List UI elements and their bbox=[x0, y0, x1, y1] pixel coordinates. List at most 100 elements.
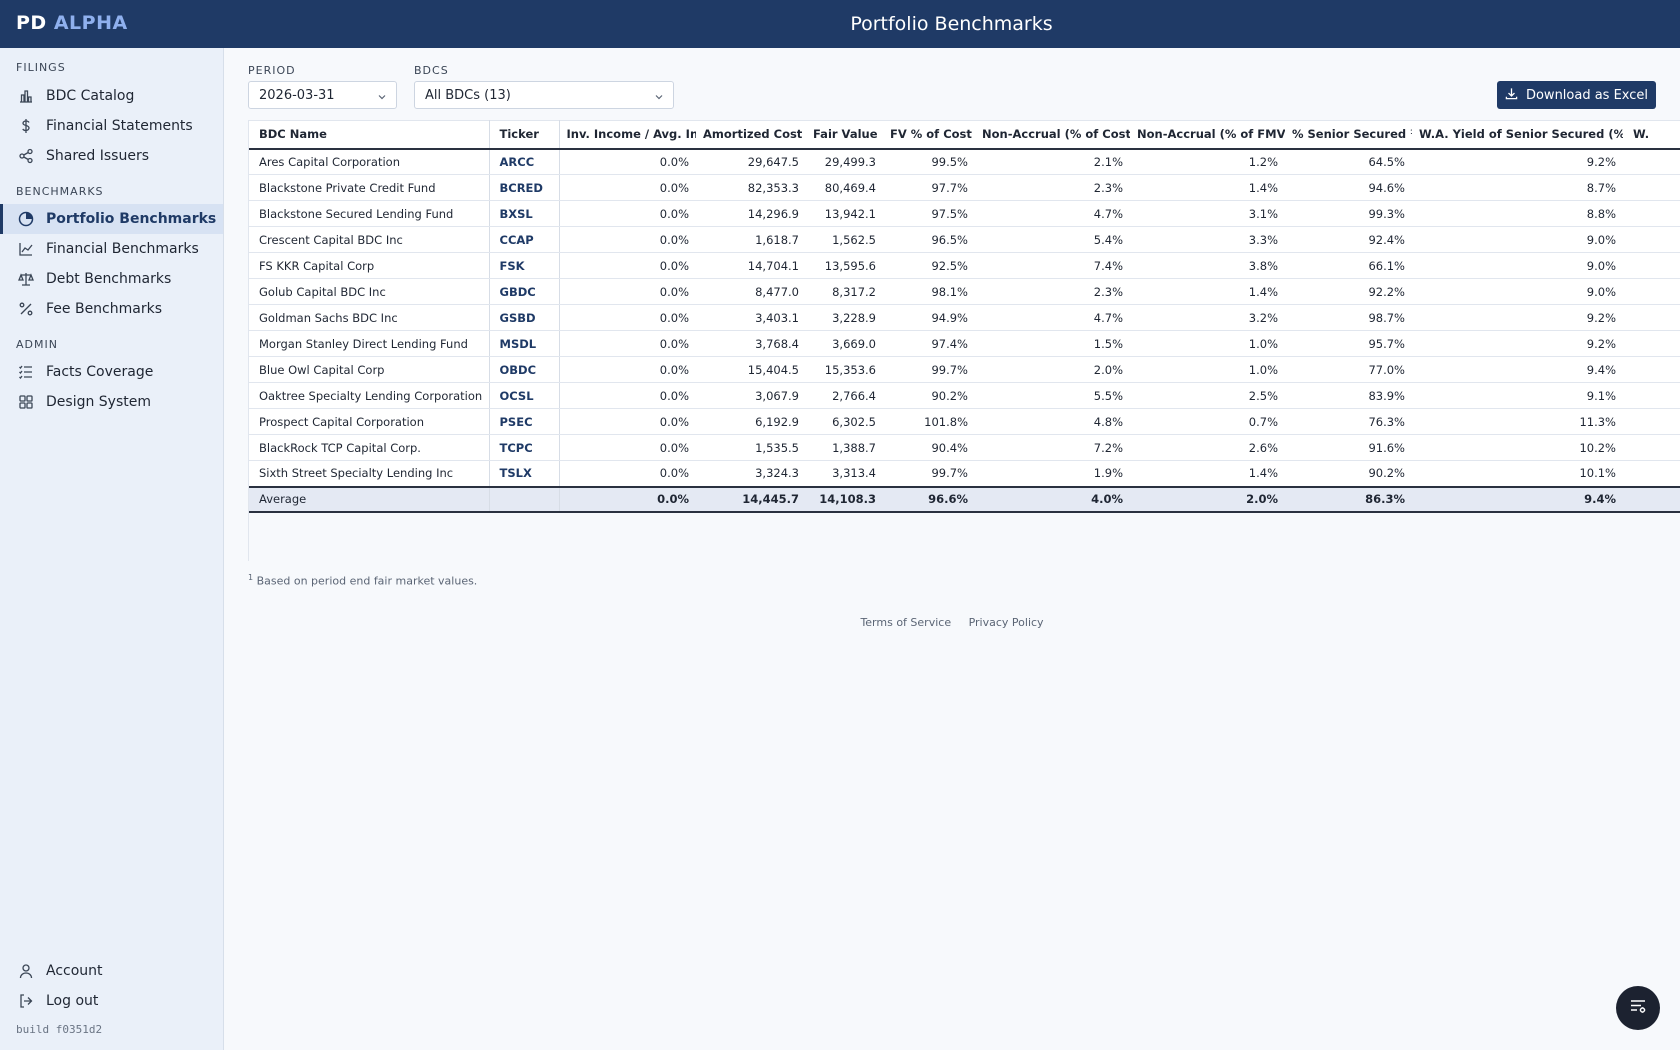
cell-ticker[interactable]: GBDC bbox=[489, 278, 560, 305]
cell-inv-income: 0.0% bbox=[559, 330, 696, 357]
terms-link[interactable]: Terms of Service bbox=[860, 616, 952, 629]
cell-ticker[interactable]: BXSL bbox=[489, 200, 560, 227]
cell-ticker[interactable]: BCRED bbox=[489, 174, 560, 201]
sidebar-item-shared-issuers[interactable]: Shared Issuers bbox=[0, 141, 223, 171]
sidebar-item-logout[interactable]: Log out bbox=[0, 986, 223, 1016]
bdcs-select[interactable]: All BDCs (13) bbox=[414, 81, 674, 109]
cell-non-accrual-fmv: 3.8% bbox=[1130, 252, 1285, 279]
cell-non-accrual-cost: 1.9% bbox=[975, 460, 1130, 487]
cell-fair-value: 3,313.4 bbox=[806, 460, 883, 487]
table-row[interactable]: Prospect Capital Corporation PSEC 0.0% 6,19… bbox=[249, 408, 1680, 435]
table-row[interactable]: Oaktree Specialty Lending Corporation OCS… bbox=[249, 382, 1680, 409]
cell-fv-pct-cost: 92.5% bbox=[883, 252, 975, 279]
cell-ticker[interactable]: OCSL bbox=[489, 382, 560, 409]
col-header-non-accrual-fmv[interactable]: Non-Accrual (% of FMV) bbox=[1130, 120, 1285, 150]
cell-fair-value: 15,353.6 bbox=[806, 356, 883, 383]
cell-senior-secured: 66.1% bbox=[1285, 252, 1412, 279]
cell-ticker[interactable]: CCAP bbox=[489, 226, 560, 253]
cell-fair-value: 14,108.3 bbox=[806, 485, 883, 513]
cell-truncated bbox=[1623, 485, 1680, 513]
cell-wa-yield: 9.1% bbox=[1412, 382, 1623, 409]
table-average-row[interactable]: Average 0.0% 14,445.7 14,108.3 96.6% 4.0% 2.0%… bbox=[249, 485, 1680, 513]
sidebar-item-label: Design System bbox=[46, 394, 151, 410]
cell-fv-pct-cost: 98.1% bbox=[883, 278, 975, 305]
cell-fair-value: 3,669.0 bbox=[806, 330, 883, 357]
sidebar-item-label: Account bbox=[46, 963, 103, 979]
cell-bdc-name: Goldman Sachs BDC Inc bbox=[249, 304, 490, 331]
brand-logo[interactable]: PD ALPHA bbox=[16, 12, 128, 34]
cell-wa-yield: 9.0% bbox=[1412, 252, 1623, 279]
cell-non-accrual-fmv: 3.2% bbox=[1130, 304, 1285, 331]
cell-bdc-name: BlackRock TCP Capital Corp. bbox=[249, 434, 490, 461]
cell-fv-pct-cost: 99.7% bbox=[883, 356, 975, 383]
table-row[interactable]: Crescent Capital BDC Inc CCAP 0.0% 1,618.7 1… bbox=[249, 226, 1680, 253]
cell-truncated bbox=[1623, 252, 1680, 279]
cell-wa-yield: 9.4% bbox=[1412, 356, 1623, 383]
sidebar: FILINGS BDC Catalog Financial Statements… bbox=[0, 48, 224, 1050]
cell-ticker[interactable]: PSEC bbox=[489, 408, 560, 435]
cell-truncated bbox=[1623, 226, 1680, 253]
cell-fair-value: 8,317.2 bbox=[806, 278, 883, 305]
cell-ticker[interactable]: ARCC bbox=[489, 148, 560, 175]
cell-fair-value: 13,595.6 bbox=[806, 252, 883, 279]
table-row[interactable]: FS KKR Capital Corp FSK 0.0% 14,704.1 13,595… bbox=[249, 252, 1680, 279]
cell-truncated bbox=[1623, 200, 1680, 227]
cell-non-accrual-cost: 2.1% bbox=[975, 148, 1130, 175]
cell-wa-yield: 9.0% bbox=[1412, 278, 1623, 305]
user-icon bbox=[18, 963, 34, 979]
filter-settings-button[interactable] bbox=[1616, 986, 1660, 1030]
table-row[interactable]: Blue Owl Capital Corp OBDC 0.0% 15,404.5 15,… bbox=[249, 356, 1680, 383]
cell-non-accrual-fmv: 1.0% bbox=[1130, 356, 1285, 383]
sidebar-item-design-system[interactable]: Design System bbox=[0, 387, 223, 417]
table-row[interactable]: Blackstone Private Credit Fund BCRED 0.0% 8… bbox=[249, 174, 1680, 201]
cell-inv-income: 0.0% bbox=[559, 408, 696, 435]
cell-ticker[interactable]: TSLX bbox=[489, 460, 560, 487]
cell-non-accrual-cost: 2.3% bbox=[975, 278, 1130, 305]
cell-wa-yield: 9.4% bbox=[1412, 485, 1623, 513]
col-header-fair-value[interactable]: Fair Value bbox=[806, 120, 883, 150]
table-row[interactable]: Morgan Stanley Direct Lending Fund MSDL 0.… bbox=[249, 330, 1680, 357]
sidebar-item-financial-benchmarks[interactable]: Financial Benchmarks bbox=[0, 234, 223, 264]
privacy-link[interactable]: Privacy Policy bbox=[968, 616, 1044, 629]
sidebar-item-bdc-catalog[interactable]: BDC Catalog bbox=[0, 81, 223, 111]
table-row[interactable]: Sixth Street Specialty Lending Inc TSLX 0.… bbox=[249, 460, 1680, 487]
sidebar-item-debt-benchmarks[interactable]: Debt Benchmarks bbox=[0, 264, 223, 294]
chevron-down-icon bbox=[377, 91, 387, 106]
col-header-ticker[interactable]: Ticker bbox=[489, 120, 560, 150]
sidebar-item-portfolio-benchmarks[interactable]: Portfolio Benchmarks bbox=[0, 204, 223, 234]
sidebar-item-fee-benchmarks[interactable]: Fee Benchmarks bbox=[0, 294, 223, 324]
col-header-truncated[interactable]: W. bbox=[1623, 120, 1680, 150]
grid-icon bbox=[18, 394, 34, 410]
cell-ticker[interactable]: GSBD bbox=[489, 304, 560, 331]
sidebar-item-facts-coverage[interactable]: Facts Coverage bbox=[0, 357, 223, 387]
sidebar-item-label: Portfolio Benchmarks bbox=[46, 211, 217, 227]
col-header-fv-pct-cost[interactable]: FV % of Cost bbox=[883, 120, 975, 150]
cell-ticker[interactable]: TCPC bbox=[489, 434, 560, 461]
cell-truncated bbox=[1623, 408, 1680, 435]
sidebar-item-account[interactable]: Account bbox=[0, 956, 223, 986]
col-header-senior-secured[interactable]: % Senior Secured ¹ bbox=[1285, 120, 1412, 150]
col-header-inv-income[interactable]: Inv. Income / Avg. Inv. bbox=[559, 120, 696, 150]
cell-non-accrual-cost: 1.5% bbox=[975, 330, 1130, 357]
cell-ticker[interactable]: FSK bbox=[489, 252, 560, 279]
table-row[interactable]: BlackRock TCP Capital Corp. TCPC 0.0% 1,535… bbox=[249, 434, 1680, 461]
period-select[interactable]: 2026-03-31 bbox=[248, 81, 397, 109]
cell-ticker[interactable]: OBDC bbox=[489, 356, 560, 383]
cell-amortized-cost: 1,618.7 bbox=[696, 226, 806, 253]
sidebar-item-label: Financial Statements bbox=[46, 118, 193, 134]
table-row[interactable]: Goldman Sachs BDC Inc GSBD 0.0% 3,403.1 3,22… bbox=[249, 304, 1680, 331]
col-header-bdc-name[interactable]: BDC Name bbox=[249, 120, 490, 150]
cell-ticker[interactable]: MSDL bbox=[489, 330, 560, 357]
cell-truncated bbox=[1623, 460, 1680, 487]
benchmarks-table-container[interactable]: BDC Name Ticker Inv. Income / Avg. Inv. … bbox=[248, 120, 1680, 561]
cell-fair-value: 3,228.9 bbox=[806, 304, 883, 331]
col-header-amortized-cost[interactable]: Amortized Cost bbox=[696, 120, 806, 150]
cell-amortized-cost: 1,535.5 bbox=[696, 434, 806, 461]
table-row[interactable]: Golub Capital BDC Inc GBDC 0.0% 8,477.0 8,31… bbox=[249, 278, 1680, 305]
col-header-non-accrual-cost[interactable]: Non-Accrual (% of Cost) bbox=[975, 120, 1130, 150]
sidebar-item-financial-statements[interactable]: Financial Statements bbox=[0, 111, 223, 141]
table-row[interactable]: Ares Capital Corporation ARCC 0.0% 29,647.5… bbox=[249, 148, 1680, 175]
download-excel-button[interactable]: Download as Excel bbox=[1497, 81, 1656, 109]
col-header-wa-yield[interactable]: W.A. Yield of Senior Secured (%) ¹ bbox=[1412, 120, 1623, 150]
table-row[interactable]: Blackstone Secured Lending Fund BXSL 0.0% 1… bbox=[249, 200, 1680, 227]
